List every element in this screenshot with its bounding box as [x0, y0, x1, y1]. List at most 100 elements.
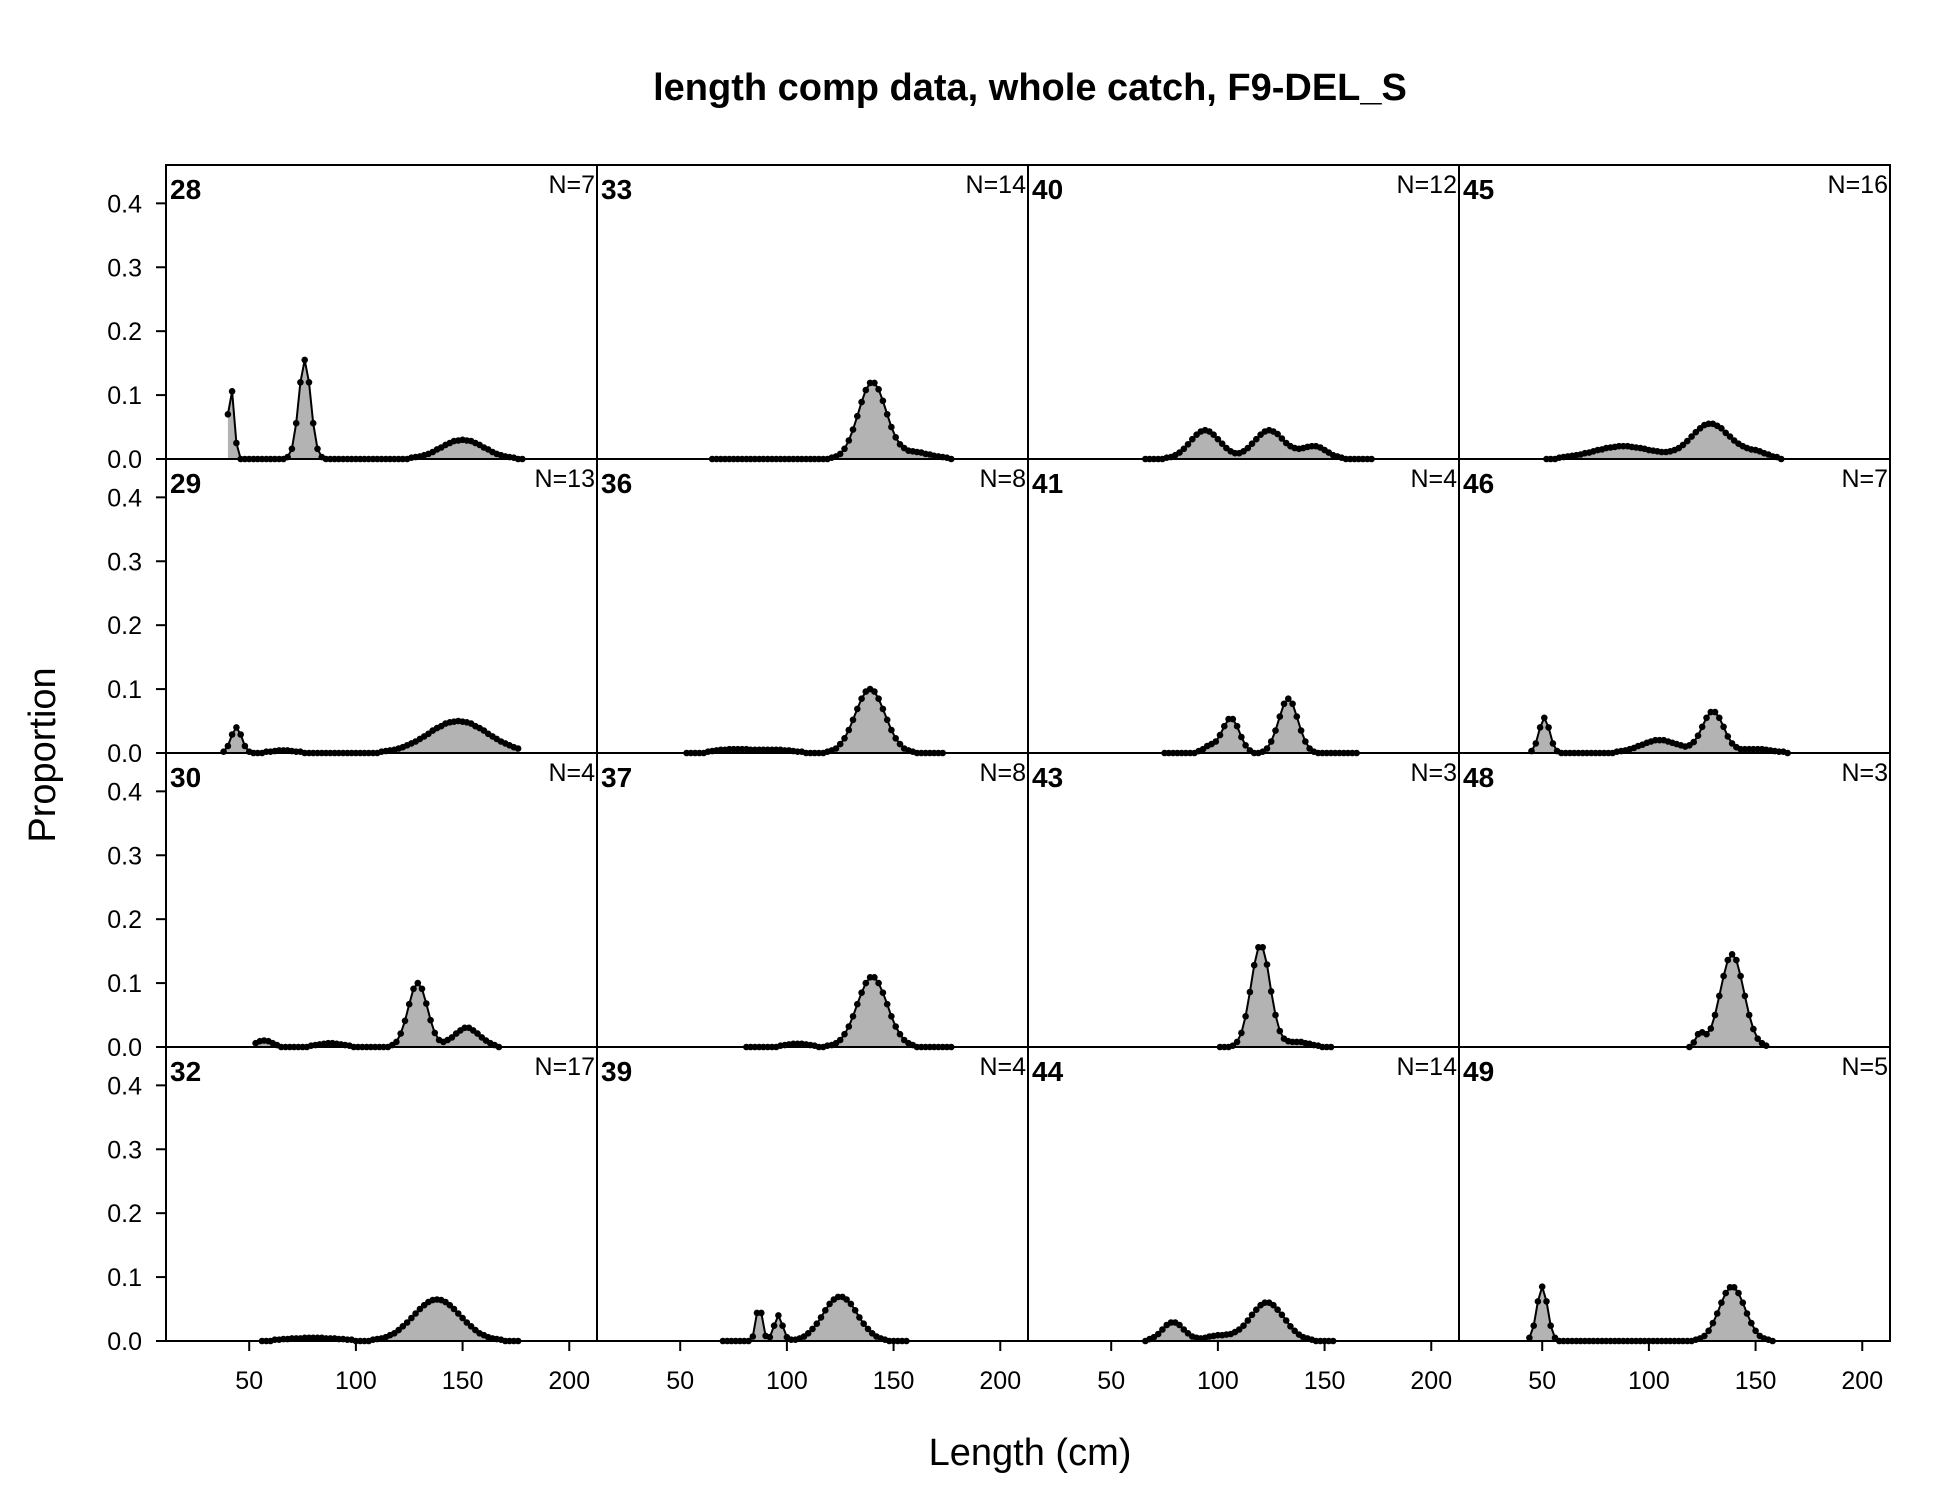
data-point — [836, 740, 844, 748]
panel-label: 30 — [170, 762, 201, 793]
data-point — [1545, 724, 1552, 731]
data-point — [455, 1310, 462, 1317]
data-point — [849, 1013, 857, 1020]
y-tick-label: 0.0 — [107, 740, 142, 768]
panel-n-label: N=4 — [1410, 465, 1457, 493]
data-point — [858, 398, 865, 406]
data-point — [875, 386, 882, 393]
panel-border — [1458, 752, 1891, 1048]
panel-n-label: N=3 — [1410, 759, 1457, 787]
data-point — [1242, 1013, 1249, 1020]
panel-label: 28 — [170, 174, 201, 205]
data-point — [817, 1314, 825, 1321]
data-point — [1722, 429, 1729, 437]
data-point — [851, 1307, 859, 1314]
data-point — [1250, 961, 1258, 969]
data-point — [1274, 430, 1281, 438]
data-point — [1750, 1025, 1757, 1033]
chart-title: length comp data, whole catch, F9-DEL_S — [653, 67, 1407, 109]
y-tick-label: 0.0 — [107, 1328, 142, 1356]
data-point — [446, 1301, 454, 1309]
data-point — [875, 979, 882, 987]
panel-n-label: N=13 — [535, 465, 595, 493]
data-point — [1248, 1311, 1256, 1319]
data-point — [297, 379, 304, 386]
data-point — [399, 1323, 407, 1330]
data-point — [1730, 1284, 1738, 1291]
x-tick-label: 100 — [1197, 1367, 1239, 1395]
data-point — [305, 379, 313, 386]
panel-border — [1027, 1046, 1460, 1342]
series-line-36 — [686, 687, 943, 754]
data-point — [1743, 1310, 1751, 1317]
data-point — [233, 724, 240, 731]
data-point — [1709, 1319, 1717, 1327]
data-point — [1229, 715, 1237, 723]
data-point — [1263, 961, 1271, 968]
data-point — [822, 1307, 829, 1314]
panel-label: 39 — [601, 1056, 632, 1087]
panel-n-label: N=14 — [1397, 1053, 1458, 1081]
data-point — [1176, 449, 1183, 456]
area-48 — [1689, 954, 1767, 1047]
data-point — [1705, 1327, 1712, 1335]
data-point — [1733, 956, 1740, 964]
data-point — [233, 439, 240, 447]
area-41 — [1164, 698, 1357, 753]
y-tick-label: 0.3 — [107, 254, 142, 282]
x-tick-label: 50 — [666, 1367, 694, 1395]
data-point — [1701, 1332, 1708, 1340]
data-point — [1253, 435, 1260, 443]
x-tick-label: 200 — [979, 1367, 1021, 1395]
data-point — [1720, 972, 1727, 980]
data-point — [1745, 1011, 1753, 1019]
data-point — [1272, 1011, 1279, 1019]
data-point — [849, 426, 857, 433]
data-point — [758, 1309, 765, 1317]
data-point — [403, 1319, 411, 1326]
data-point — [414, 979, 422, 987]
data-point — [875, 695, 882, 702]
y-tick-label: 0.0 — [107, 446, 142, 474]
data-point — [1679, 441, 1687, 449]
data-point — [1276, 1027, 1284, 1035]
data-point — [1302, 738, 1309, 745]
data-point — [888, 1013, 895, 1020]
series-line-41 — [1164, 697, 1357, 754]
data-point — [1724, 733, 1732, 740]
panel-border — [165, 1046, 598, 1342]
panel-49: 49 N=5 50 100 150 200 — [1458, 1046, 1891, 1395]
data-point — [1541, 714, 1548, 722]
data-point — [1218, 440, 1226, 448]
data-point — [1159, 1326, 1166, 1333]
y-tick-label: 0.3 — [107, 548, 142, 576]
data-point — [1728, 951, 1736, 958]
data-point — [1244, 1317, 1252, 1324]
data-point — [858, 695, 865, 702]
panel-border — [1458, 458, 1891, 754]
panel-41: 41 N=4 — [1027, 458, 1460, 757]
panel-border — [165, 458, 598, 754]
data-point — [1235, 1326, 1243, 1333]
data-point — [1238, 733, 1245, 741]
panel-label: 40 — [1032, 174, 1063, 205]
data-point — [1728, 740, 1736, 747]
data-point — [224, 742, 232, 750]
data-point — [416, 1305, 424, 1313]
data-point — [1536, 724, 1544, 731]
data-point — [1549, 740, 1557, 747]
data-point — [892, 434, 899, 441]
data-point — [1270, 1301, 1277, 1309]
data-point — [804, 1330, 812, 1337]
data-point — [1722, 1289, 1729, 1297]
data-point — [1244, 444, 1252, 452]
data-point — [1532, 740, 1540, 747]
data-point — [883, 1000, 891, 1008]
data-point — [862, 386, 870, 394]
data-point — [845, 1023, 853, 1030]
data-point — [1221, 722, 1228, 730]
panel-n-label: N=5 — [1841, 1053, 1888, 1081]
data-point — [1711, 708, 1719, 716]
area-33 — [712, 382, 952, 459]
